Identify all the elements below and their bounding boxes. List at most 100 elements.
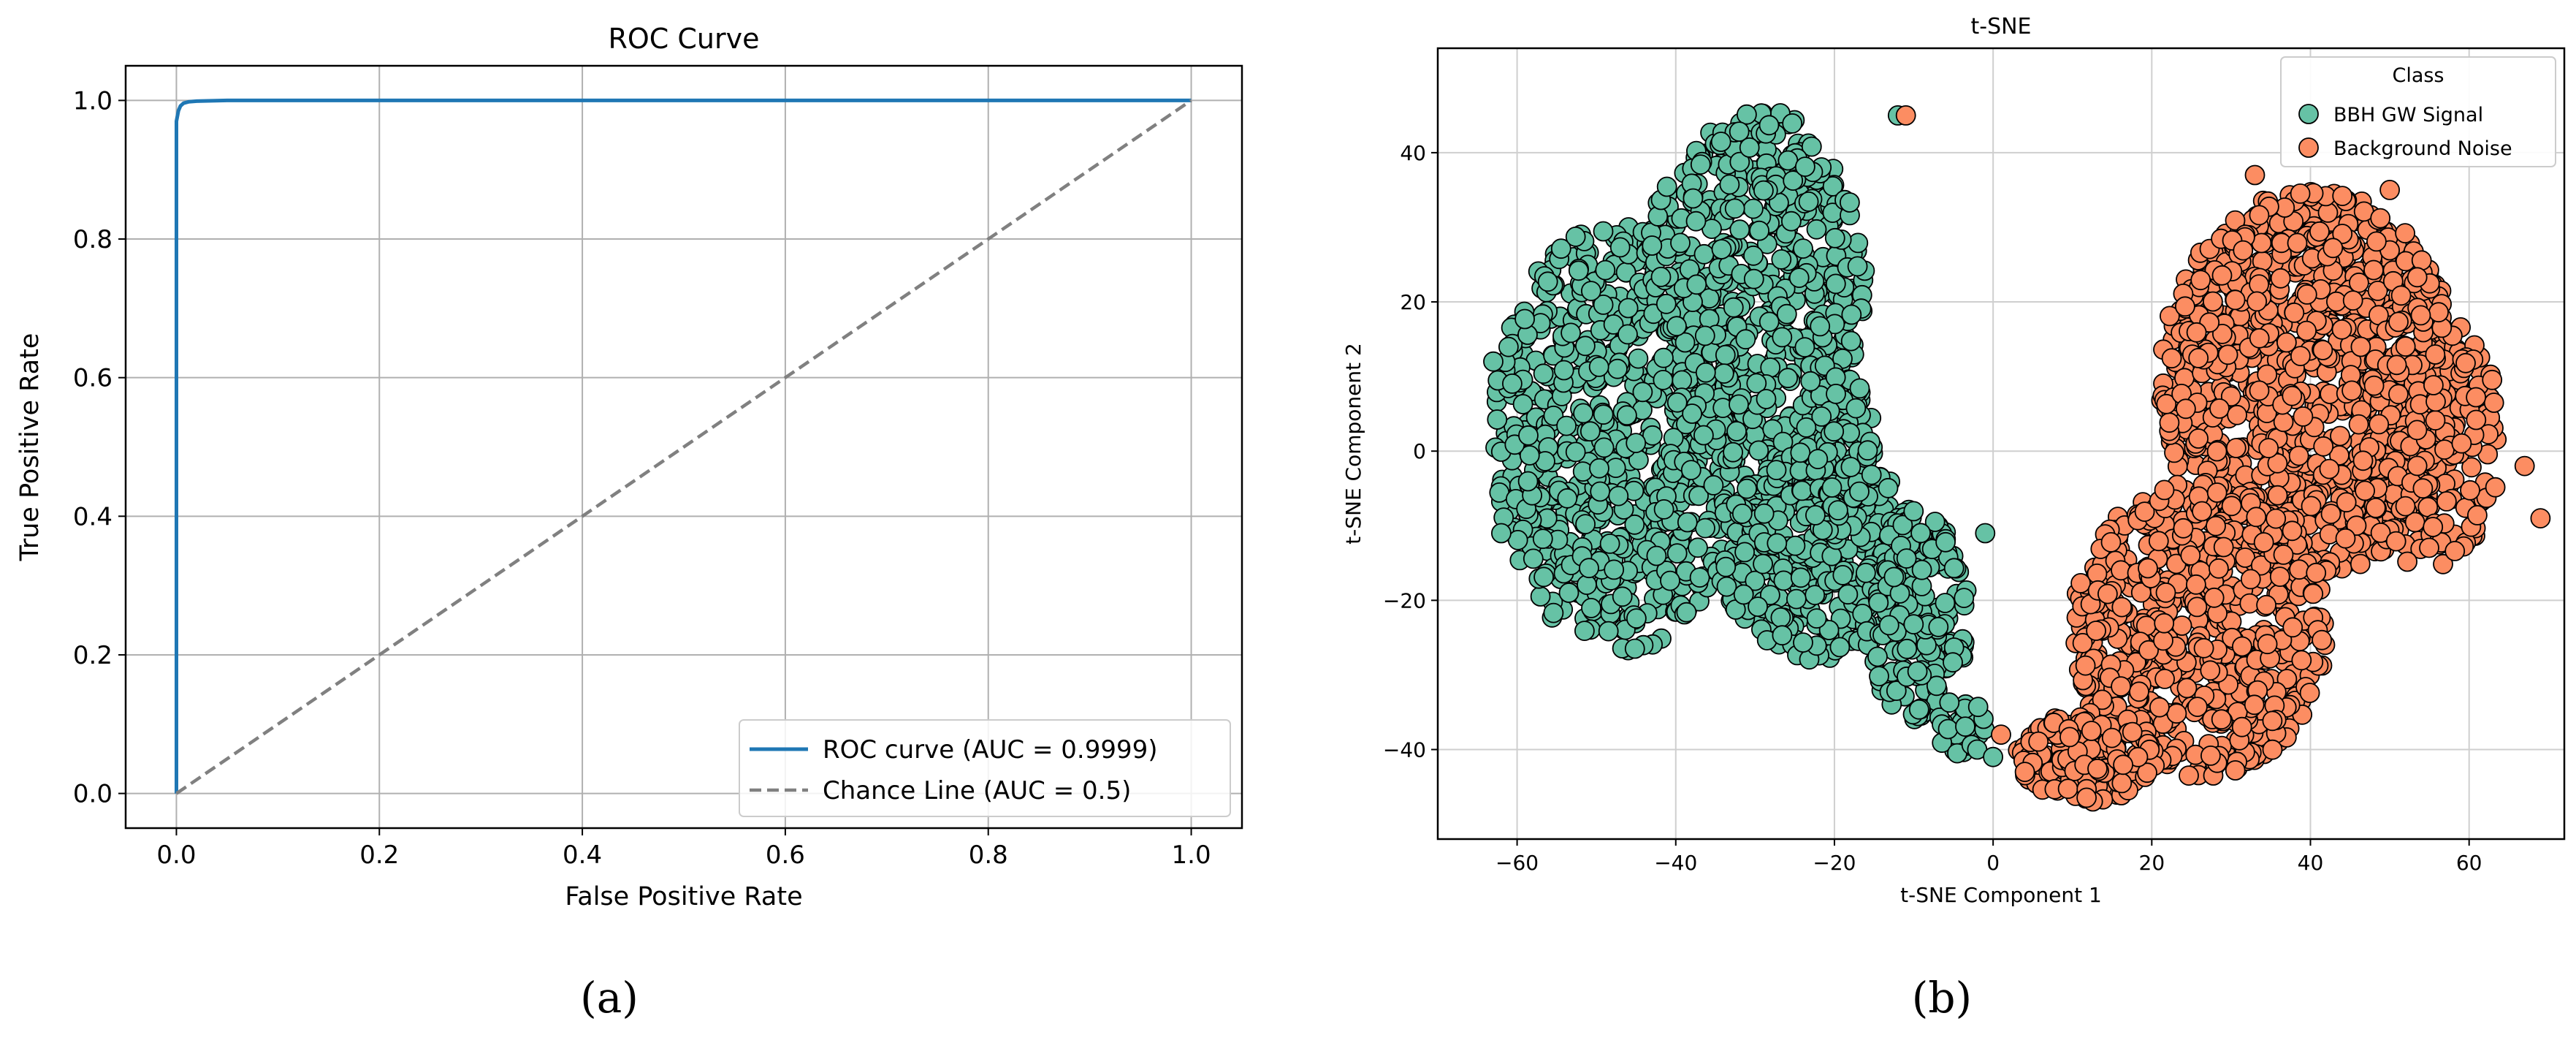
tsne-legend-marker [2298,104,2319,124]
tsne-point [2425,344,2446,365]
tsne-point [1841,304,1862,325]
tsne-point [1855,562,1876,583]
tsne-point [1626,608,1647,629]
roc-y-axis-label: True Positive Rate [15,333,45,562]
roc-y-tick-label: 0.0 [73,780,113,809]
tsne-point [1690,154,1711,175]
tsne-point [1766,460,1787,480]
tsne-point [2193,637,2214,659]
tsne-point [1928,616,1949,637]
tsne-x-axis-label: t-SNE Component 1 [1900,883,2102,907]
tsne-point [1749,220,1770,241]
tsne-point [1565,441,1586,463]
tsne-point [1695,362,1716,383]
tsne-point [1519,445,1540,466]
tsne-point [2209,398,2230,419]
tsne-point [2412,478,2434,499]
tsne-point [2273,545,2294,565]
tsne-point [1937,718,1959,740]
roc-y-tick-label: 0.2 [73,641,113,670]
tsne-point [1612,586,1633,607]
tsne-point [1523,548,1544,569]
tsne-point [1840,457,1861,477]
tsne-x-tick-label: 0 [1986,851,2000,875]
tsne-point [1753,553,1774,574]
tsne-point [2287,232,2308,254]
tsne-point [1883,566,1905,588]
tsne-y-tick-label: −20 [1383,588,1426,612]
tsne-point [1593,294,1614,315]
tsne-point [1577,574,1597,595]
tsne-point [2407,267,2428,288]
tsne-legend-label: BBH GW Signal [2333,104,2483,126]
tsne-point [2256,594,2277,615]
tsne-point [1801,136,1822,157]
tsne-point [2231,716,2252,737]
roc-x-tick-label: 0.0 [156,841,196,870]
tsne-point [1558,583,1579,603]
tsne-point [1878,615,1899,636]
tsne-point [2366,231,2387,252]
tsne-point [2395,496,2416,517]
tsne-point [2173,517,2194,539]
tsne-point [1574,621,1595,641]
tsne-point [1670,232,1691,254]
roc-y-tick-label: 0.4 [73,502,113,531]
tsne-point [1593,404,1614,425]
tsne-point [1903,614,1924,634]
tsne-y-axis-label: t-SNE Component 2 [1341,343,1365,545]
tsne-point [2164,442,2184,463]
tsne-point [1780,211,1802,232]
tsne-point [1796,417,1817,438]
tsne-point [1624,638,1645,659]
tsne-point [1710,132,1731,152]
tsne-point [2149,697,2170,718]
tsne-point [1572,461,1593,482]
tsne-point [1756,389,1777,409]
tsne-point [1753,180,1774,201]
tsne-point [2306,562,2327,583]
tsne-point [2161,348,2182,369]
tsne-point [2390,285,2412,306]
tsne-point [1501,373,1523,394]
tsne-point [1617,324,1638,345]
tsne-point [2350,553,2371,574]
tsne-point [2202,291,2223,312]
tsne-point [2303,583,2324,604]
tsne-point [2466,387,2487,408]
tsne-point [2225,760,2246,781]
tsne-series-signal [1483,103,2004,767]
roc-x-tick-label: 0.8 [969,841,1008,870]
tsne-point [1748,440,1769,461]
tsne-point [1581,598,1601,618]
tsne-point [1703,475,1724,496]
tsne-point [2352,450,2374,471]
tsne-point [1646,545,1667,566]
tsne-point [2322,238,2344,259]
tsne-y-tick-label: −40 [1383,738,1426,762]
tsne-point [2148,531,2169,552]
tsne-point [1955,716,1975,737]
tsne-point [1731,504,1753,524]
tsne-point [1490,523,1512,544]
tsne-point [2428,302,2449,323]
tsne-point [1794,337,1815,358]
tsne-point [2086,621,2107,641]
tsne-point [1758,311,1780,333]
tsne-point [2111,773,2133,794]
roc-chart: 0.0 0.2 0.4 0.6 0.8 1.0 0.0 0.2 0.4 0.6 0.8 1.0 ROC… [15,23,1243,911]
tsne-point [2081,721,2102,741]
roc-legend: ROC curve (AUC = 0.9999) Chance Line (AUC… [739,719,1231,817]
tsne-point [1533,566,1555,588]
tsne-point [1556,415,1577,436]
tsne-point [1782,113,1803,134]
tsne-point [2258,438,2279,458]
tsne-point [2319,458,2340,479]
tsne-point [2425,410,2446,431]
tsne-point [2397,551,2418,572]
tsne-point [1729,151,1750,172]
tsne-point [1735,329,1756,350]
tsne-point [2247,291,2268,312]
tsne-point [1676,602,1697,623]
tsne-point [1680,460,1702,480]
